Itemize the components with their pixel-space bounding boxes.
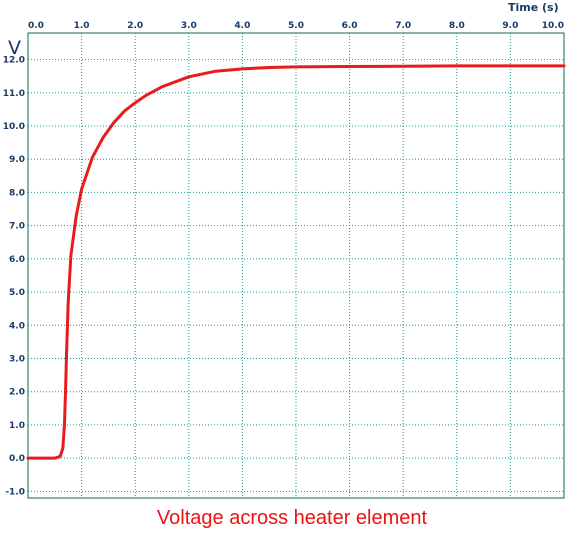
y-tick-label: 10.0 <box>3 122 25 132</box>
y-tick-label: 9.0 <box>9 155 25 165</box>
x-axis-label: Time (s) <box>508 1 559 14</box>
y-tick-label: 12.0 <box>3 56 25 66</box>
y-tick-label: 4.0 <box>9 321 25 331</box>
y-tick-label: 7.0 <box>9 222 25 232</box>
x-tick-label: 3.0 <box>181 21 197 31</box>
y-tick-label: 6.0 <box>9 255 25 265</box>
y-tick-label: 0.0 <box>9 454 25 464</box>
y-tick-labels: 12.0 11.0 10.0 9.0 8.0 7.0 6.0 5.0 4.0 3.0 2.0 1.0 0… <box>3 56 25 498</box>
y-tick-label: -1.0 <box>5 487 25 497</box>
y-axis-label: V <box>8 37 21 59</box>
x-tick-label: 5.0 <box>288 21 304 31</box>
x-tick-label: 10.0 <box>542 21 564 31</box>
x-tick-label: 1.0 <box>74 21 90 31</box>
chart-title: Voltage across heater element <box>157 507 428 529</box>
x-tick-labels: 0.0 1.0 2.0 3.0 4.0 5.0 6.0 7.0 8.0 9.0 10.0 <box>28 21 564 31</box>
x-tick-label: 2.0 <box>127 21 143 31</box>
x-tick-label: 9.0 <box>502 21 518 31</box>
x-tick-label: 6.0 <box>342 21 358 31</box>
y-tick-label: 8.0 <box>9 188 25 198</box>
series-line-voltage <box>26 64 566 460</box>
x-tick-label: 0.0 <box>28 21 44 31</box>
y-tick-label: 3.0 <box>9 355 25 365</box>
x-tick-label: 7.0 <box>395 21 411 31</box>
grid-lines <box>28 33 564 498</box>
y-tick-label: 5.0 <box>9 288 25 298</box>
y-tick-label: 2.0 <box>9 388 25 398</box>
x-tick-label: 8.0 <box>449 21 465 31</box>
y-tick-label: 1.0 <box>9 421 25 431</box>
x-tick-label: 4.0 <box>234 21 250 31</box>
series-group <box>26 64 566 460</box>
y-tick-label: 11.0 <box>3 89 25 99</box>
plot-frame <box>27 32 565 499</box>
